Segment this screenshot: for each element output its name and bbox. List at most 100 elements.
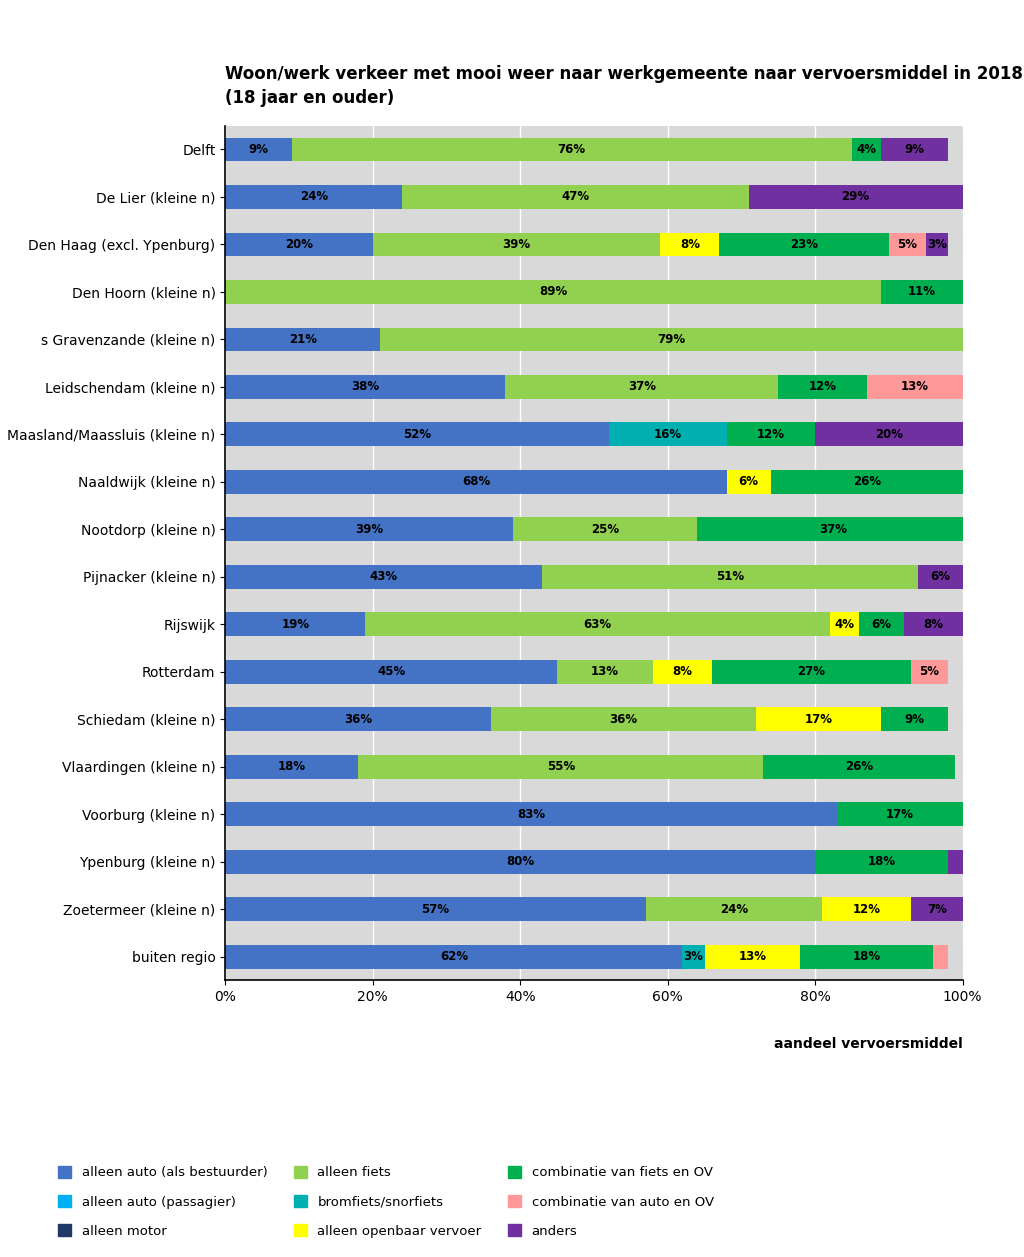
Bar [911, 660, 948, 684]
Text: 4%: 4% [835, 617, 855, 631]
Text: aandeel vervoersmiddel: aandeel vervoersmiddel [774, 1037, 963, 1051]
Bar [727, 422, 815, 446]
Text: 17%: 17% [886, 808, 913, 821]
Text: 9%: 9% [904, 143, 925, 156]
Bar [225, 185, 402, 209]
Text: 12%: 12% [853, 903, 881, 916]
Text: 4%: 4% [857, 143, 877, 156]
Bar [225, 137, 963, 161]
Text: 47%: 47% [561, 190, 590, 204]
Bar [225, 518, 963, 542]
Text: 37%: 37% [819, 523, 848, 535]
Bar [225, 660, 557, 684]
Bar [402, 185, 749, 209]
Bar [948, 850, 963, 874]
Bar [645, 897, 822, 921]
Bar [557, 660, 653, 684]
Bar [225, 280, 882, 304]
Bar [771, 470, 963, 494]
Text: 51%: 51% [716, 571, 744, 583]
Bar [919, 564, 963, 588]
Bar [225, 470, 963, 494]
Bar [225, 518, 513, 542]
Bar [225, 422, 963, 446]
Text: 19%: 19% [282, 617, 309, 631]
Text: 62%: 62% [439, 950, 468, 963]
Bar [225, 850, 815, 874]
Bar [756, 708, 882, 732]
Text: 6%: 6% [738, 475, 759, 489]
Bar [366, 612, 829, 636]
Bar [903, 612, 963, 636]
Text: 18%: 18% [867, 855, 896, 869]
Bar [719, 233, 889, 256]
Text: 3%: 3% [927, 238, 947, 251]
Bar [727, 470, 771, 494]
Bar [225, 802, 838, 826]
Bar [225, 612, 963, 636]
Text: 5%: 5% [897, 238, 918, 251]
Bar [225, 660, 963, 684]
Text: 17%: 17% [805, 713, 833, 725]
Text: 36%: 36% [344, 713, 372, 725]
Text: 8%: 8% [923, 617, 943, 631]
Bar [682, 945, 705, 969]
Bar [933, 945, 948, 969]
Bar [653, 660, 712, 684]
Bar [225, 233, 373, 256]
Bar [225, 708, 963, 732]
Bar [358, 755, 764, 778]
Bar [778, 375, 866, 398]
Bar [225, 375, 963, 398]
Bar [292, 137, 852, 161]
Bar [749, 185, 963, 209]
Bar [225, 564, 543, 588]
Bar [490, 708, 756, 732]
Text: 80%: 80% [506, 855, 535, 869]
Bar [225, 708, 490, 732]
Text: 20%: 20% [285, 238, 313, 251]
Bar [373, 233, 660, 256]
Bar [911, 897, 963, 921]
Text: 12%: 12% [757, 427, 784, 441]
Text: 13%: 13% [901, 381, 929, 393]
Bar [815, 850, 948, 874]
Text: 68%: 68% [462, 475, 490, 489]
Text: 13%: 13% [738, 950, 766, 963]
Bar [764, 755, 955, 778]
Text: Woon/werk verkeer met mooi weer naar werkgemeente naar vervoersmiddel in 2018
(1: Woon/werk verkeer met mooi weer naar wer… [225, 65, 1023, 107]
Text: 83%: 83% [517, 808, 546, 821]
Bar [513, 518, 697, 542]
Text: 63%: 63% [584, 617, 611, 631]
Bar [225, 945, 682, 969]
Bar [225, 233, 963, 256]
Bar [866, 375, 963, 398]
Bar [882, 708, 948, 732]
Text: 3%: 3% [683, 950, 703, 963]
Bar [660, 233, 719, 256]
Bar [608, 422, 727, 446]
Legend: alleen auto (als bestuurder), alleen auto (passagier), alleen motor, alleen fiet: alleen auto (als bestuurder), alleen aut… [57, 1166, 714, 1238]
Text: 25%: 25% [591, 523, 620, 535]
Bar [225, 945, 963, 969]
Text: 79%: 79% [657, 333, 685, 346]
Bar [225, 897, 645, 921]
Text: 26%: 26% [845, 760, 873, 773]
Text: 9%: 9% [904, 713, 925, 725]
Text: 18%: 18% [853, 950, 881, 963]
Bar [225, 564, 963, 588]
Text: 76%: 76% [558, 143, 586, 156]
Bar [859, 612, 903, 636]
Text: 8%: 8% [680, 238, 699, 251]
Bar [506, 375, 778, 398]
Bar [829, 612, 859, 636]
Bar [225, 755, 358, 778]
Text: 5%: 5% [920, 665, 939, 679]
Bar [225, 328, 963, 351]
Text: 45%: 45% [377, 665, 406, 679]
Text: 37%: 37% [628, 381, 655, 393]
Bar [225, 375, 506, 398]
Text: 43%: 43% [370, 571, 398, 583]
Bar [380, 328, 963, 351]
Text: 6%: 6% [871, 617, 892, 631]
